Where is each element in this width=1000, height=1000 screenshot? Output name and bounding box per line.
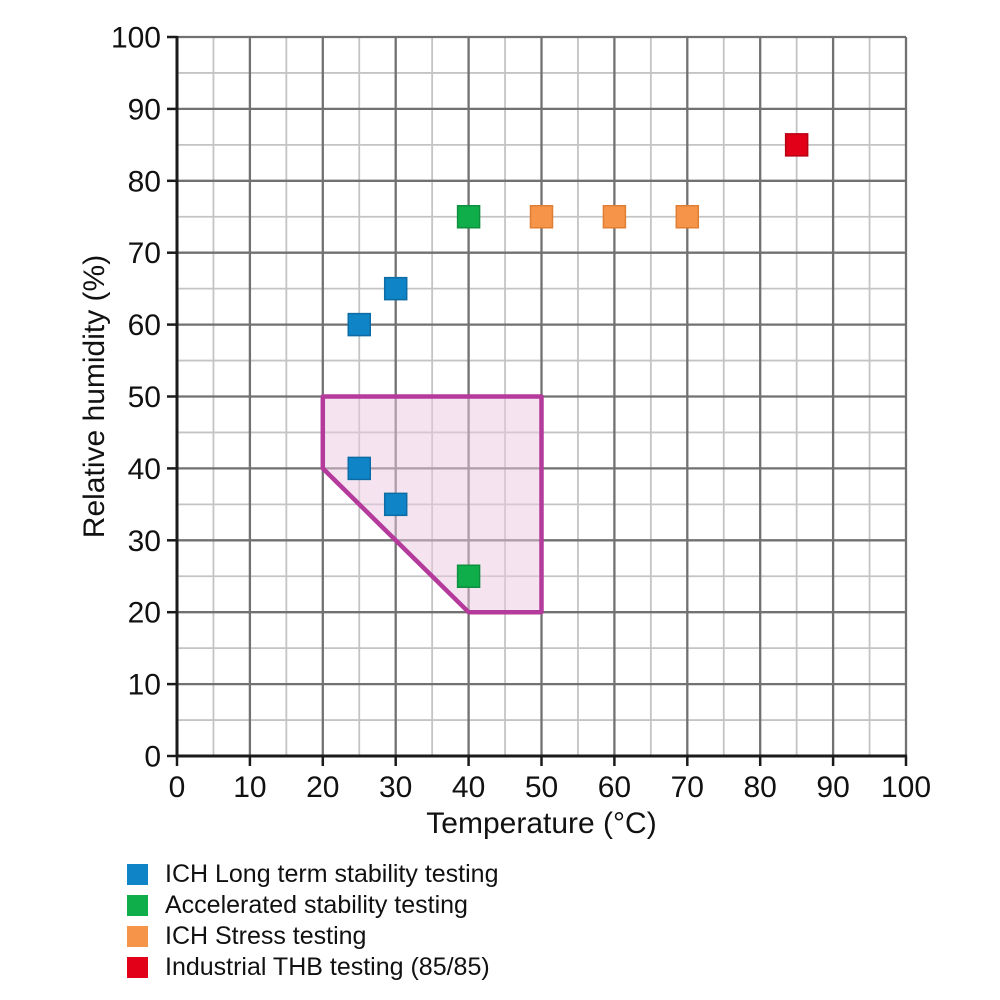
x-tick-label: 50 bbox=[525, 771, 558, 804]
y-tick-label: 10 bbox=[128, 669, 161, 702]
x-tick-label: 80 bbox=[744, 771, 777, 804]
data-point-series-0 bbox=[347, 312, 371, 337]
x-tick-label: 90 bbox=[816, 771, 849, 804]
y-tick-label: 0 bbox=[144, 741, 161, 774]
legend-item-ich-stress: ICH Stress testing bbox=[127, 922, 498, 950]
y-tick-label: 20 bbox=[128, 597, 161, 630]
x-tick-label: 60 bbox=[598, 771, 631, 804]
data-point-series-0 bbox=[383, 492, 408, 517]
y-tick-label: 90 bbox=[128, 93, 161, 126]
y-tick-label: 40 bbox=[128, 453, 161, 486]
legend-label-industrial-thb: Industrial THB testing (85/85) bbox=[165, 953, 490, 981]
y-tick-label: 100 bbox=[111, 22, 161, 55]
legend-label-accelerated: Accelerated stability testing bbox=[165, 891, 468, 919]
y-axis-title: Relative humidity (%) bbox=[78, 255, 111, 538]
data-point-series-1 bbox=[456, 205, 481, 229]
legend-swatch-orange-icon bbox=[127, 926, 148, 947]
legend-label-ich-long-term: ICH Long term stability testing bbox=[165, 860, 499, 888]
legend-swatch-green-icon bbox=[127, 895, 148, 916]
data-point-series-2 bbox=[675, 205, 700, 229]
data-point-series-0 bbox=[347, 456, 371, 481]
x-tick-label: 40 bbox=[452, 771, 485, 804]
y-tick-label: 50 bbox=[128, 381, 161, 414]
data-point-series-3 bbox=[784, 133, 809, 157]
legend-item-industrial-thb: Industrial THB testing (85/85) bbox=[127, 953, 498, 981]
allowed-climate-region bbox=[320, 394, 544, 615]
legend: ICH Long term stability testing Accelera… bbox=[127, 860, 499, 981]
legend-swatch-red-icon bbox=[127, 957, 148, 978]
x-tick-label: 70 bbox=[671, 771, 704, 804]
x-tick-label: 0 bbox=[169, 771, 186, 804]
y-tick-label: 70 bbox=[128, 237, 161, 270]
y-tick-label: 80 bbox=[128, 165, 161, 198]
legend-swatch-blue-icon bbox=[127, 864, 148, 885]
data-point-series-2 bbox=[529, 205, 554, 229]
data-point-series-0 bbox=[383, 276, 408, 301]
y-tick-label: 30 bbox=[128, 525, 161, 558]
x-tick-label: 100 bbox=[881, 771, 931, 804]
legend-item-ich-long-term: ICH Long term stability testing bbox=[127, 860, 499, 888]
x-tick-label: 20 bbox=[306, 771, 339, 804]
x-axis-title: Temperature (°C) bbox=[426, 807, 656, 840]
data-point-series-1 bbox=[456, 564, 481, 588]
y-tick-label: 60 bbox=[128, 309, 161, 342]
data-point-series-2 bbox=[602, 205, 627, 229]
legend-label-ich-stress: ICH Stress testing bbox=[165, 922, 367, 950]
x-tick-label: 30 bbox=[379, 771, 412, 804]
x-tick-label: 10 bbox=[233, 771, 266, 804]
legend-item-accelerated: Accelerated stability testing bbox=[127, 891, 498, 919]
